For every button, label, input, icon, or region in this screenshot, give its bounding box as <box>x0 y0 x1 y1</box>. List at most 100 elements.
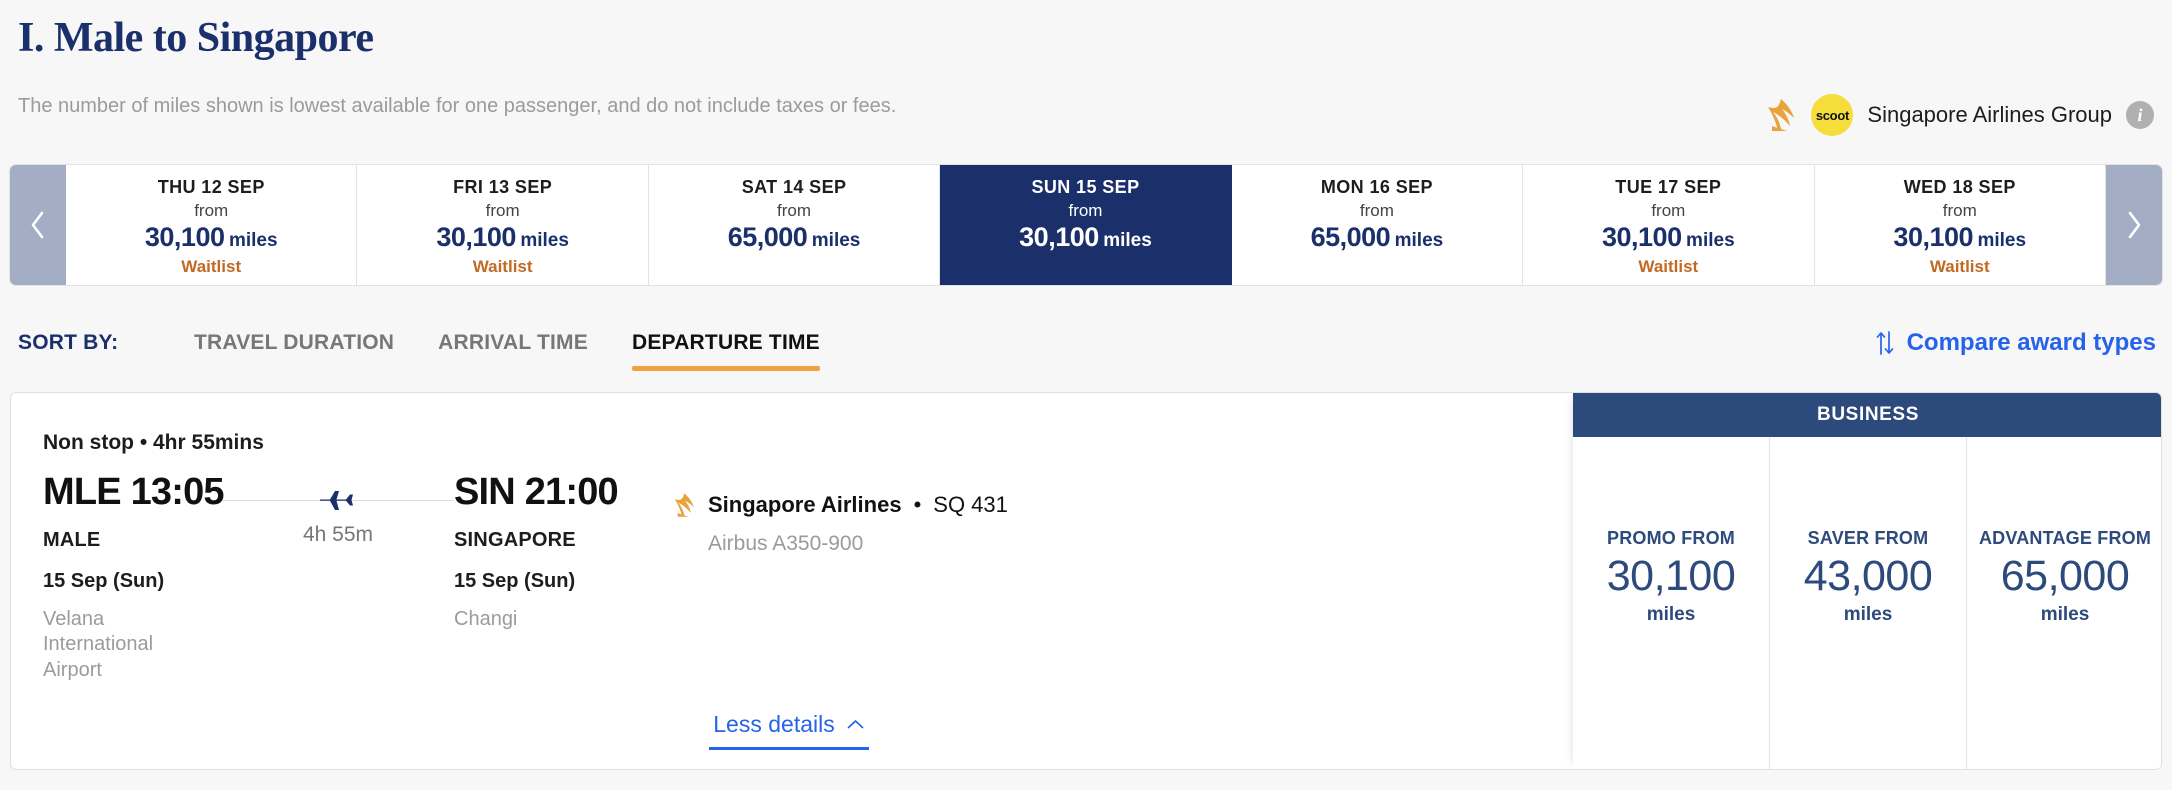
date-tab-status: Waitlist <box>472 257 533 276</box>
date-tab-from: from <box>1651 201 1686 220</box>
date-tab-from: from <box>1942 201 1977 220</box>
date-strip-next-button[interactable] <box>2105 165 2162 285</box>
date-tab-miles: 65,000 miles <box>728 222 861 253</box>
departure-city: MALE <box>43 528 101 551</box>
arrival-date: 15 Sep (Sun) <box>454 569 576 592</box>
flight-path-line <box>223 483 453 517</box>
sort-tab-travel-duration[interactable]: TRAVEL DURATION <box>194 331 395 354</box>
date-strip: THU 12 SEP from 30,100 miles Waitlist FR… <box>10 165 2162 285</box>
singapore-airlines-bird-icon <box>674 493 694 517</box>
date-tab-miles-unit: miles <box>1394 230 1444 251</box>
date-strip-prev-button[interactable] <box>10 165 66 285</box>
sort-tab-arrival-time[interactable]: ARRIVAL TIME <box>438 331 588 354</box>
flight-result-card: Non stop • 4hr 55mins MLE 13:05 MALE 15 … <box>10 392 2162 770</box>
date-tab-miles: 30,100 miles <box>145 222 278 253</box>
sort-by-label: SORT BY: <box>18 331 119 354</box>
departure-leg: MLE 13:05 MALE 15 Sep (Sun) Velana Inter… <box>43 471 283 683</box>
fare-columns: PROMO FROM 30,100 miles SAVER FROM 43,00… <box>1573 437 2161 769</box>
date-tab-from: from <box>194 201 229 220</box>
date-tab-miles: 30,100 miles <box>436 222 569 253</box>
arrival-code-time: SIN 21:00 <box>454 471 619 513</box>
date-tab-from: from <box>1068 201 1103 220</box>
carrier-name: Singapore Airlines <box>708 492 902 517</box>
fare-unit: miles <box>1843 603 1893 625</box>
date-tab-status: Waitlist <box>1929 257 1990 276</box>
fare-label: ADVANTAGE FROM <box>1978 528 2152 549</box>
carrier-info: Singapore Airlines • SQ 431 Airbus A350-… <box>674 492 1008 556</box>
fare-label: SAVER FROM <box>1807 528 1929 549</box>
chevron-right-icon <box>2128 211 2141 239</box>
date-tab-from: from <box>485 201 520 220</box>
date-tab-mon-16-sep[interactable]: MON 16 SEP from 65,000 miles <box>1231 165 1524 285</box>
departure-airport: Velana International Airport <box>43 607 154 681</box>
fare-option-saver[interactable]: SAVER FROM 43,000 miles <box>1770 437 1967 769</box>
compare-award-types-label: Compare award types <box>1906 329 2156 356</box>
fare-panel: BUSINESS PROMO FROM 30,100 miles SAVER F… <box>1573 393 2161 769</box>
fare-option-advantage[interactable]: ADVANTAGE FROM 65,000 miles <box>1967 437 2161 769</box>
date-tab-miles-unit: miles <box>1103 230 1152 251</box>
up-down-arrow-icon <box>1876 331 1893 355</box>
date-tab-day: SAT 14 SEP <box>741 177 847 197</box>
fare-label: PROMO FROM <box>1607 528 1735 549</box>
date-tab-day: SUN 15 SEP <box>1031 177 1140 197</box>
date-tab-wed-18-sep[interactable]: WED 18 SEP from 30,100 miles Waitlist <box>1814 165 2106 285</box>
date-tab-fri-13-sep[interactable]: FRI 13 SEP from 30,100 miles Waitlist <box>357 165 649 285</box>
fare-option-promo[interactable]: PROMO FROM 30,100 miles <box>1573 437 1770 769</box>
fare-amount: 43,000 <box>1803 552 1933 601</box>
less-details-toggle[interactable]: Less details <box>709 711 869 750</box>
date-tab-day: WED 18 SEP <box>1903 177 2016 197</box>
sort-tab-departure-time[interactable]: DEPARTURE TIME <box>610 328 842 371</box>
fare-unit: miles <box>1646 603 1696 625</box>
date-tab-miles-value: 30,100 <box>1893 222 1974 252</box>
arrival-city: SINGAPORE <box>454 528 576 551</box>
date-tab-miles-value: 30,100 <box>1019 222 1099 252</box>
date-tab-status: Waitlist <box>181 257 242 276</box>
flight-duration-block: 4h 55m <box>223 483 453 547</box>
page-title: I. Male to Singapore <box>18 15 374 61</box>
date-tab-miles-unit: miles <box>1977 230 2027 251</box>
arrival-leg: SIN 21:00 SINGAPORE 15 Sep (Sun) Changi <box>454 471 694 632</box>
departure-code-time: MLE 13:05 <box>43 471 225 513</box>
airplane-icon <box>320 491 353 510</box>
date-tab-day: THU 12 SEP <box>157 177 265 197</box>
date-tab-thu-12-sep[interactable]: THU 12 SEP from 30,100 miles Waitlist <box>66 165 358 285</box>
compare-award-types-link[interactable]: Compare award types <box>1875 329 2156 357</box>
airline-group-name: Singapore Airlines Group <box>1867 102 2112 127</box>
date-tab-miles: 30,100 miles <box>1602 222 1735 253</box>
date-tab-miles: 30,100 miles <box>1019 222 1152 253</box>
scoot-logo-icon: scoot <box>1811 94 1854 136</box>
chevron-up-icon <box>847 720 864 729</box>
fare-unit: miles <box>2040 603 2090 625</box>
arrival-airport: Changi <box>454 607 518 630</box>
date-tab-miles-unit: miles <box>228 230 278 251</box>
date-tab-miles-value: 65,000 <box>1310 222 1391 252</box>
chevron-left-icon <box>31 211 44 239</box>
date-tab-miles-unit: miles <box>1686 230 1735 251</box>
departure-date: 15 Sep (Sun) <box>43 569 165 592</box>
date-tab-miles: 65,000 miles <box>1311 222 1444 253</box>
flight-number: SQ 431 <box>933 492 1008 517</box>
flight-details-section: Non stop • 4hr 55mins MLE 13:05 MALE 15 … <box>11 393 1573 769</box>
date-tab-miles-value: 30,100 <box>144 222 225 252</box>
date-tab-from: from <box>1359 201 1394 220</box>
info-icon[interactable]: i <box>2126 101 2154 129</box>
date-tab-miles-value: 65,000 <box>727 222 808 252</box>
date-tab-day: MON 16 SEP <box>1320 177 1433 197</box>
flight-stops-summary: Non stop • 4hr 55mins <box>43 431 264 454</box>
date-tab-sat-14-sep[interactable]: SAT 14 SEP from 65,000 miles <box>648 165 941 285</box>
fare-amount: 30,100 <box>1606 552 1736 601</box>
carrier-row: Singapore Airlines • SQ 431 <box>674 492 1008 518</box>
date-tab-tue-17-sep[interactable]: TUE 17 SEP from 30,100 miles Waitlist <box>1523 165 1815 285</box>
cabin-class-header: BUSINESS <box>1573 393 2161 437</box>
date-tab-miles-unit: miles <box>520 230 569 251</box>
fare-amount: 65,000 <box>2000 552 2130 601</box>
sort-tabs: TRAVEL DURATION ARRIVAL TIME DEPARTURE T… <box>172 328 842 371</box>
carrier-separator: • <box>913 492 922 517</box>
flight-duration-text: 4h 55m <box>302 523 374 546</box>
date-tab-miles-value: 30,100 <box>436 222 516 252</box>
less-details-label: Less details <box>713 711 835 737</box>
date-tab-status: Waitlist <box>1638 257 1699 276</box>
sort-bar: SORT BY: TRAVEL DURATION ARRIVAL TIME DE… <box>0 315 2172 377</box>
date-tab-day: TUE 17 SEP <box>1615 177 1722 197</box>
date-tab-sun-15-sep[interactable]: SUN 15 SEP from 30,100 miles <box>940 165 1232 285</box>
